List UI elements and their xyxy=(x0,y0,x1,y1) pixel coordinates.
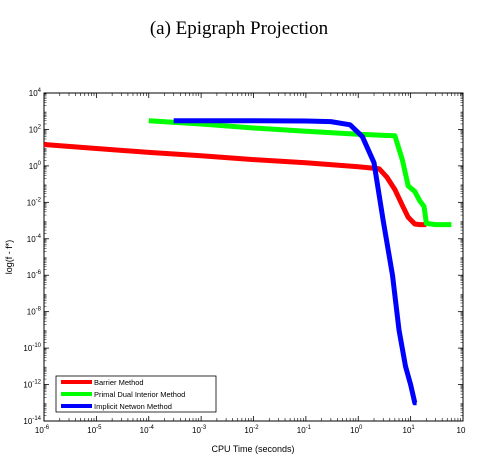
y-tick-label: 10-2 xyxy=(27,197,42,207)
x-tick-label: 10-6 xyxy=(35,425,50,435)
x-tick-label: 10-4 xyxy=(140,425,155,435)
legend: Barrier Method Primal Dual Interior Meth… xyxy=(55,375,217,413)
y-tick-label: 10-12 xyxy=(23,380,41,390)
x-tick-label: 100 xyxy=(350,425,363,435)
x-tick-label: 10-3 xyxy=(192,425,207,435)
y-tick-label: 10-10 xyxy=(23,343,41,353)
y-axis-label: log(f - f*) xyxy=(4,240,14,275)
x-tick-label: 101 xyxy=(403,425,416,435)
x-tick-label: 10-1 xyxy=(297,425,312,435)
x-tick-label: 10 xyxy=(457,426,466,435)
series-layer xyxy=(43,118,452,406)
plot-area xyxy=(43,92,464,422)
y-tick-label: 100 xyxy=(29,161,42,171)
y-tick-label: 102 xyxy=(29,124,42,134)
series-line-barrier-method xyxy=(43,142,427,228)
legend-label-barrier: Barrier Method xyxy=(94,378,144,387)
y-tick-label: 10-14 xyxy=(23,416,41,426)
y-tick-label: 104 xyxy=(29,88,42,98)
legend-label-primal-dual: Primal Dual Interior Method xyxy=(94,390,185,399)
x-tick-label: 10-5 xyxy=(87,425,102,435)
x-tick-label: 10-2 xyxy=(244,425,259,435)
legend-label-implicit-newton: Implicit Netwon Method xyxy=(94,402,172,411)
series-line-implicit-netwon-method xyxy=(173,118,418,406)
y-tick-label: 10-8 xyxy=(27,307,42,317)
y-tick-label: 10-4 xyxy=(27,234,42,244)
y-tick-label: 10-6 xyxy=(27,270,42,280)
axis-ticks: 10-6 10-5 10-4 10-3 10-2 10-1 100 101 10 104 102 10… xyxy=(23,88,466,435)
figure-caption: (a) Epigraph Projection xyxy=(149,18,329,39)
x-axis-label: CPU Time (seconds) xyxy=(211,444,294,454)
series-line-primal-dual-interior-method xyxy=(148,118,452,228)
